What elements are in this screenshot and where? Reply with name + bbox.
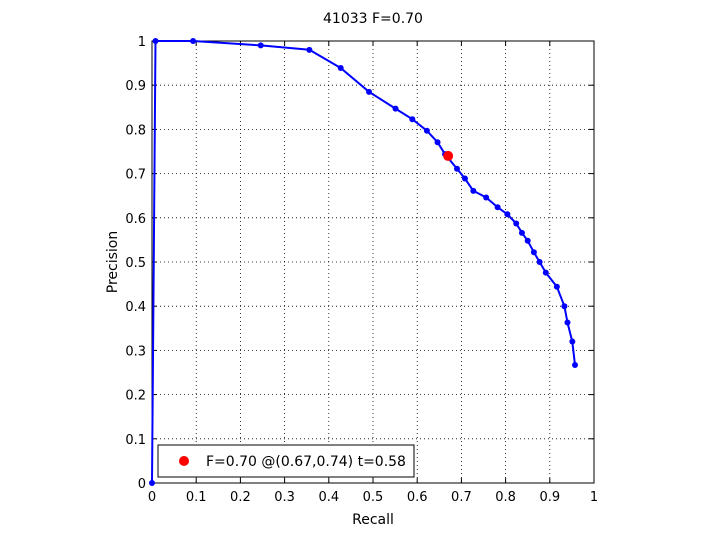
y-tick-label: 0.8 [125, 123, 146, 138]
x-tick-labels: 0 0.1 0.2 0.3 0.4 0.5 0.6 0.7 0.8 0.9 1 [148, 490, 598, 505]
pr-curve-point [494, 204, 501, 211]
y-tick-label: 0.1 [125, 433, 146, 448]
x-tick-label: 0.5 [363, 490, 384, 505]
x-tick-label: 0.8 [495, 490, 516, 505]
pr-curve-point [571, 361, 578, 368]
y-axis-label: Precision [105, 231, 121, 293]
grid [152, 41, 594, 483]
x-axis-label: Recall [352, 512, 394, 528]
x-tick-label: 1 [590, 490, 598, 505]
pr-curve-point [553, 283, 560, 290]
pr-curve-point [434, 139, 441, 146]
y-tick-label: 0.7 [125, 168, 146, 183]
pr-curve-point [524, 237, 531, 244]
legend-box [157, 444, 415, 478]
legend-label: F=0.70 @(0.67,0.74) t=0.58 [206, 454, 406, 470]
pr-curve-point [513, 220, 520, 227]
pr-curve-point [149, 480, 155, 486]
pr-curve-point [453, 165, 460, 172]
pr-curve-point [366, 88, 373, 95]
pr-curve-point [461, 175, 468, 182]
x-tick-label: 0.7 [451, 490, 472, 505]
pr-curve-point [190, 38, 197, 44]
y-tick-label: 0.6 [125, 212, 146, 227]
best-f-point [443, 150, 454, 161]
pr-curve-point [561, 303, 568, 310]
pr-curve-point [470, 187, 477, 194]
pr-curve-point [423, 127, 430, 134]
pr-curve-point [152, 38, 159, 44]
legend-marker [179, 456, 189, 466]
pr-curve-point [409, 116, 416, 123]
pr-curve-point [504, 211, 511, 218]
pr-curve-point [392, 105, 399, 112]
x-tick-label: 0.9 [539, 490, 560, 505]
y-tick-labels: 0 0.1 0.2 0.3 0.4 0.5 0.6 0.7 0.8 0.9 1 [125, 35, 146, 492]
pr-curve-point [569, 338, 576, 345]
x-tick-label: 0.2 [230, 490, 251, 505]
y-tick-label: 0.2 [125, 389, 146, 404]
y-tick-label: 0 [138, 477, 146, 492]
pr-curve-point [542, 269, 549, 276]
y-tick-label: 0.9 [125, 79, 146, 94]
pr-curve-point [536, 259, 543, 265]
series-group [149, 38, 578, 486]
pr-curve-point [564, 319, 571, 326]
highlight-group [443, 150, 454, 161]
y-tick-label: 0.5 [125, 256, 146, 271]
pr-curve-point [518, 229, 525, 236]
legend: F=0.70 @(0.67,0.74) t=0.58 [157, 444, 415, 478]
y-tick-label: 0.4 [125, 300, 146, 315]
x-tick-label: 0.1 [186, 490, 207, 505]
x-tick-label: 0.6 [407, 490, 428, 505]
chart-title: 41033 F=0.70 [323, 11, 423, 27]
x-tick-label: 0.3 [274, 490, 295, 505]
pr-curve-point [257, 42, 264, 49]
x-tick-label: 0 [148, 490, 156, 505]
pr-curve-point [306, 46, 313, 53]
pr-curve-point [337, 64, 344, 71]
pr-curve-point [483, 194, 490, 201]
y-tick-label: 0.3 [125, 344, 146, 359]
y-tick-label: 1 [138, 35, 146, 50]
pr-curve-point [530, 249, 537, 256]
x-tick-label: 0.4 [318, 490, 339, 505]
